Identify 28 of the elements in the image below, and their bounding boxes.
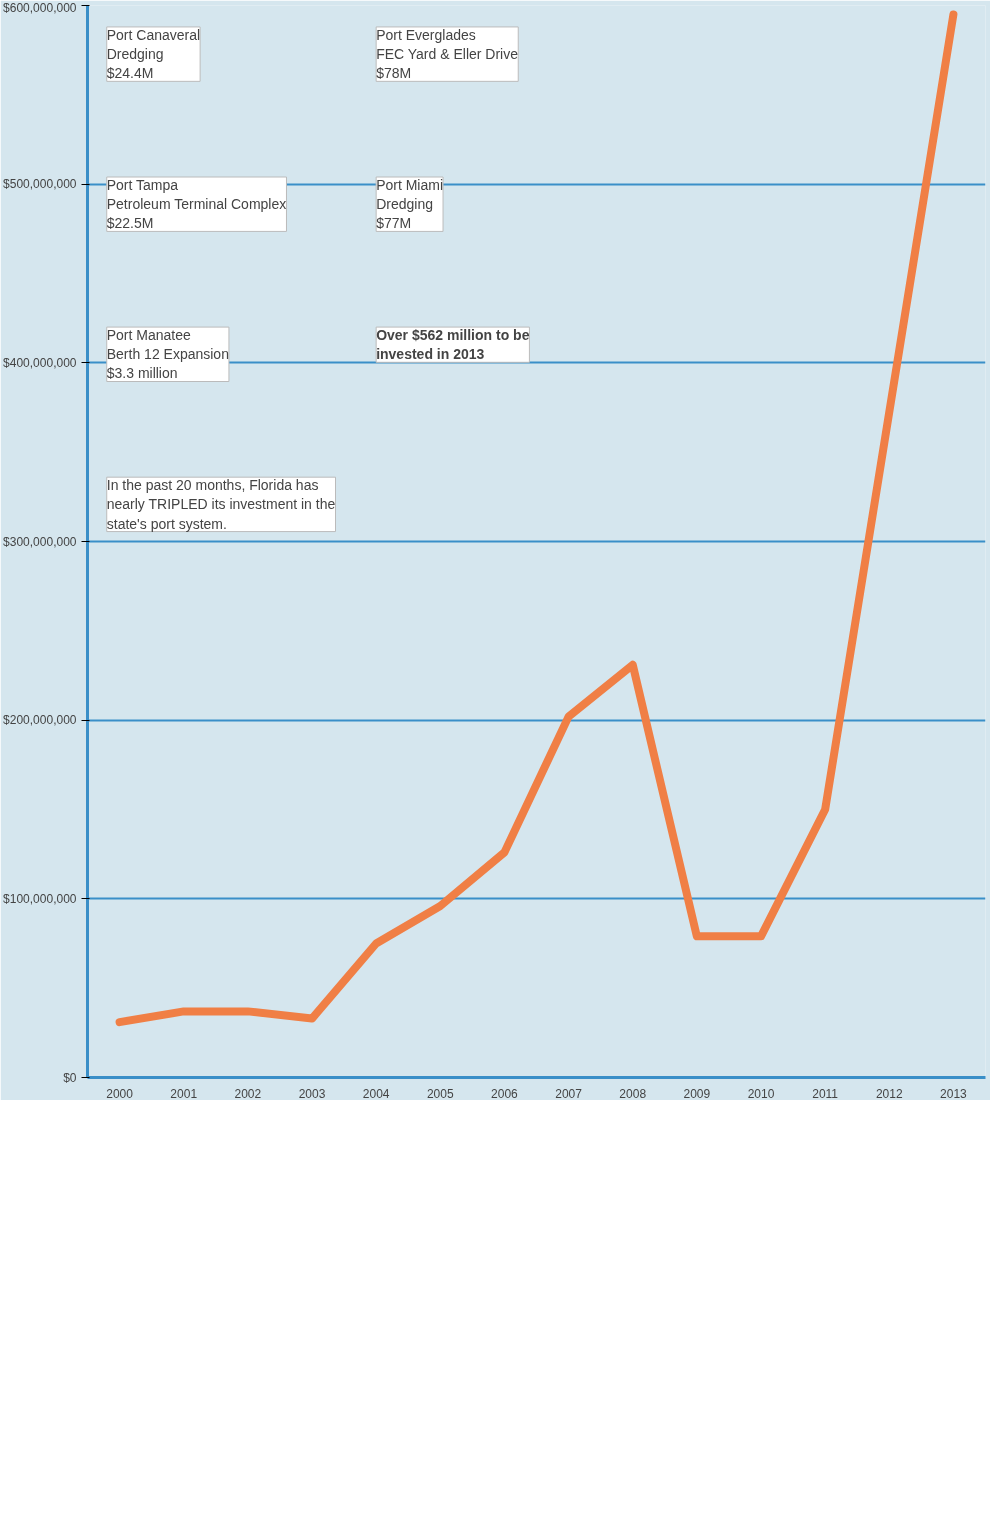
y-tick-label: $0 (63, 1070, 77, 1085)
x-tick-label: 2007 (555, 1086, 583, 1101)
x-tick-label: 2010 (747, 1086, 775, 1101)
y-tick-label: $600,000,000 (3, 0, 77, 15)
x-tick-label: 2005 (426, 1086, 454, 1101)
annotation: Port Miami Dredging $77M (376, 177, 444, 232)
x-tick-label: 2003 (298, 1086, 326, 1101)
y-tick-label: $100,000,000 (3, 891, 77, 906)
x-tick-label: 2006 (491, 1086, 519, 1101)
x-tick-label: 2008 (619, 1086, 647, 1101)
x-tick-label: 2002 (234, 1086, 262, 1101)
y-tick-label: $500,000,000 (3, 177, 77, 192)
x-tick-label: 2001 (170, 1086, 198, 1101)
x-tick-label: 2004 (362, 1086, 390, 1101)
y-tick-label: $400,000,000 (3, 355, 77, 370)
y-tick-label: $300,000,000 (3, 534, 77, 549)
x-tick-label: 2009 (683, 1086, 711, 1101)
x-tick-label: 2011 (812, 1086, 839, 1101)
x-tick-label: 2012 (875, 1086, 903, 1101)
annotation: Port Manatee Berth 12 Expansion $3.3 million (106, 327, 229, 382)
annotation: Port Canaveral Dredging $24.4M (106, 26, 201, 82)
annotation: Port Tampa Petroleum Terminal Complex $22.5M (106, 177, 287, 232)
x-tick-label: 2013 (940, 1086, 968, 1101)
x-tick-label: 2000 (106, 1086, 134, 1101)
y-tick-label: $200,000,000 (3, 713, 77, 728)
annotation: Over $562 million to be invested in 2013 (376, 327, 530, 363)
annotation: In the past 20 months, Florida has nearly TRIPLED its investment in the state's port system. (106, 477, 336, 532)
annotation: Port Everglades FEC Yard & Eller Drive $78M (376, 26, 519, 82)
